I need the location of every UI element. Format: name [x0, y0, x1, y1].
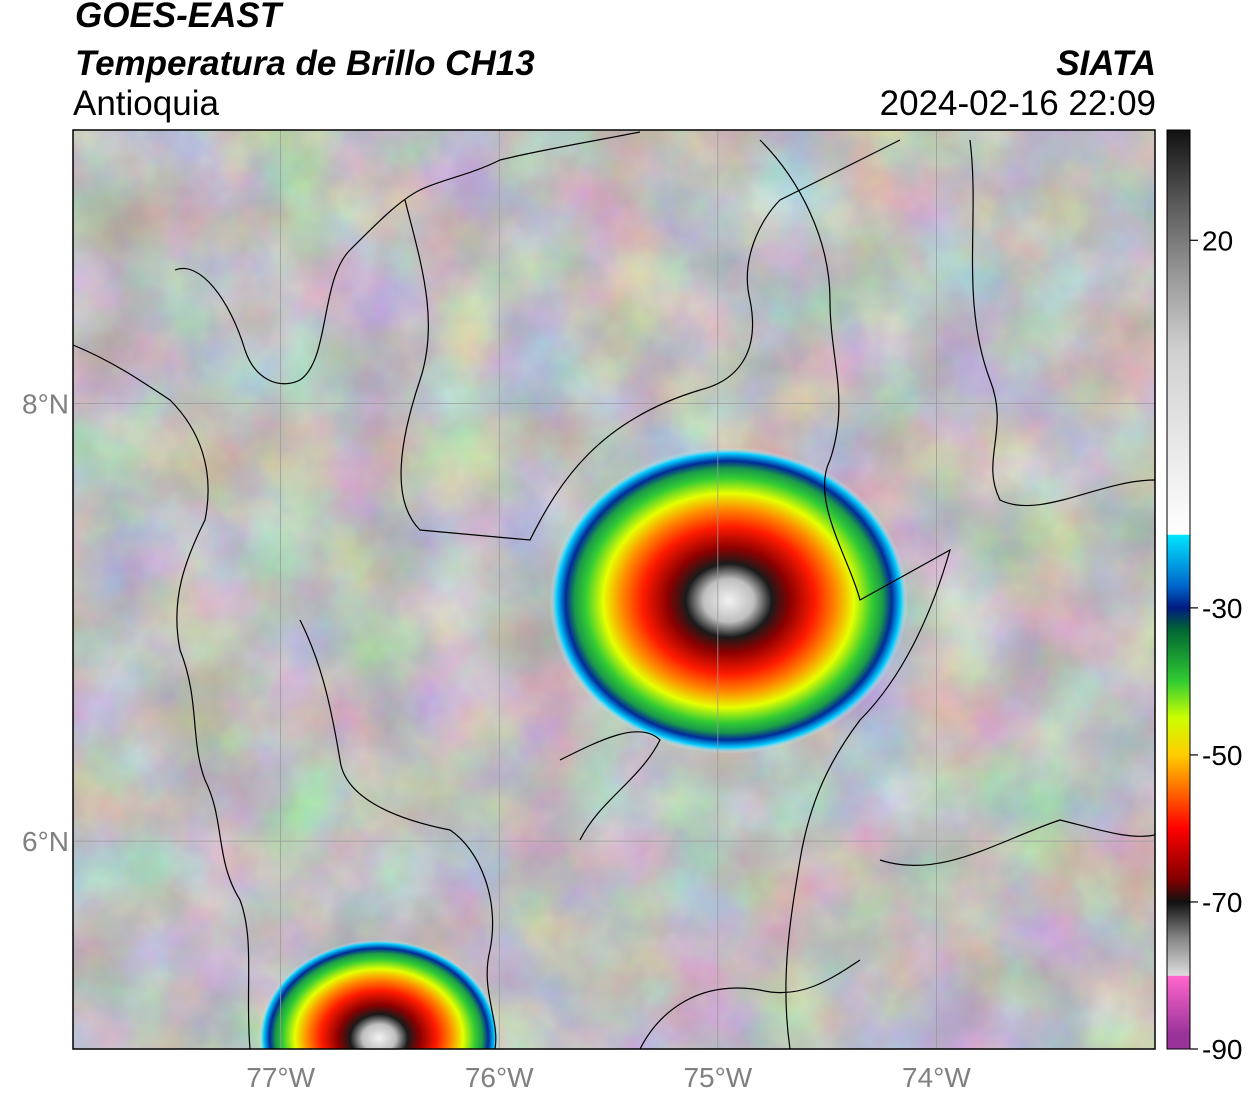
product-title: Temperatura de Brillo CH13 — [75, 44, 535, 83]
lat-tick-label: 6°N — [22, 826, 69, 857]
timestamp-label: 2024-02-16 22:09 — [879, 84, 1156, 123]
graticule — [73, 130, 1155, 1049]
colorbar-frame — [1166, 129, 1191, 1050]
storm-north — [549, 447, 908, 754]
municipal-line-a — [559, 731, 661, 841]
storm-south — [258, 939, 500, 1049]
municipal-line-c — [639, 959, 861, 1049]
colorbar-ticks: 20 -30 -50 -70 -90 — [1190, 225, 1242, 1065]
lat-tick-label: 8°N — [22, 389, 69, 420]
storm-layer — [258, 447, 908, 1049]
colorbar: 20 -30 -50 -70 -90 — [1166, 129, 1242, 1065]
map-frame — [72, 129, 1156, 1050]
axis-tick-labels: 77°W 76°W 75°W 74°W 8°N 6°N — [22, 389, 971, 1093]
colorbar-tick-label: -70 — [1202, 887, 1242, 918]
gulf-coast — [174, 131, 641, 385]
map-area — [73, 130, 1155, 1049]
lon-tick-label: 77°W — [246, 1062, 315, 1093]
admin-boundaries — [73, 131, 1155, 1049]
brand-label: SIATA — [1056, 44, 1156, 83]
municipal-line-b — [879, 819, 1155, 867]
region-label: Antioquia — [73, 84, 219, 123]
lon-tick-label: 74°W — [902, 1062, 971, 1093]
colorbar-tick-label: -50 — [1202, 740, 1242, 771]
colorbar-tick-label: -90 — [1202, 1034, 1242, 1065]
department-border — [400, 139, 901, 541]
lon-tick-label: 75°W — [683, 1062, 752, 1093]
department-border-south — [299, 619, 497, 1049]
colorbar-tick-label: 20 — [1202, 225, 1233, 256]
lon-tick-label: 76°W — [465, 1062, 534, 1093]
satellite-title: GOES-EAST — [75, 0, 282, 35]
colorbar-tick-label: -30 — [1202, 593, 1242, 624]
coastline — [73, 344, 251, 1049]
river-border — [969, 139, 1155, 507]
colorbar-fill — [1167, 130, 1190, 1049]
department-border-east — [759, 139, 951, 1049]
